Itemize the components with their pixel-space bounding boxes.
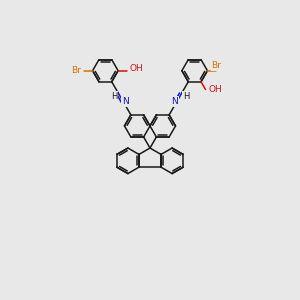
Text: OH: OH	[130, 64, 144, 73]
Text: H: H	[111, 92, 117, 101]
Text: Br: Br	[212, 61, 221, 70]
Text: N: N	[171, 98, 178, 106]
Text: Br: Br	[71, 66, 81, 75]
Text: N: N	[122, 98, 129, 106]
Text: OH: OH	[208, 85, 222, 94]
Text: H: H	[183, 92, 189, 101]
